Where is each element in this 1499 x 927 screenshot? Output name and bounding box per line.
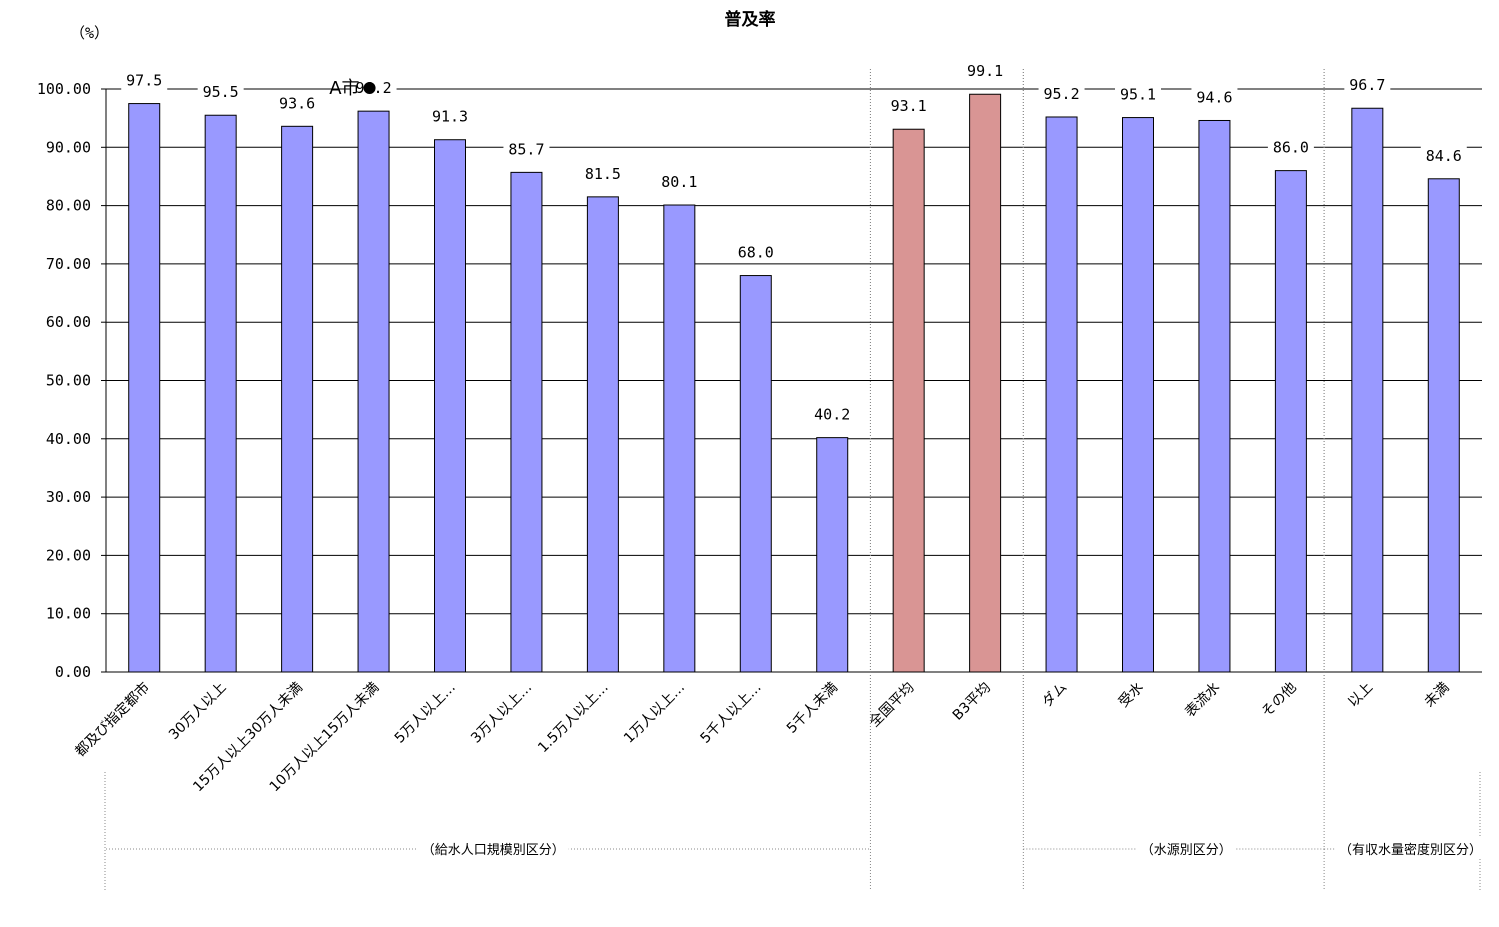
value-label: 40.2: [814, 406, 850, 424]
bar: [204, 114, 237, 673]
x-tick-label: 全国平均: [866, 679, 918, 731]
group-label-bg: [1136, 837, 1236, 859]
x-tick-label: 1.5万人以上…: [535, 680, 612, 757]
group-label: （給水人口規模別区分）: [422, 843, 565, 858]
bar: [128, 103, 161, 673]
bar: [510, 171, 543, 673]
bar: [357, 110, 390, 673]
y-tick-label: 70.00: [46, 255, 91, 273]
x-tick-label: 5千人以上…: [697, 680, 764, 747]
value-label: 95.5: [203, 83, 239, 101]
value-label-bg: [503, 139, 550, 160]
bar: [1122, 117, 1154, 673]
value-label-bg: [121, 70, 168, 91]
bar: [892, 128, 925, 673]
group-label: （水源別区分）: [1141, 843, 1232, 858]
value-label-bg: [1115, 84, 1161, 105]
chart-title: 普及率: [725, 9, 776, 30]
y-tick-label: 30.00: [46, 488, 91, 506]
x-tick-label: 以上: [1345, 680, 1376, 711]
value-label-bg: [579, 163, 626, 184]
x-tick-label: 5千人未満: [784, 680, 841, 737]
value-label: 80.1: [661, 173, 697, 191]
group-label: （有収水量密度別区分）: [1339, 842, 1482, 858]
value-label: 81.5: [585, 165, 621, 183]
x-tick-label: ダム: [1039, 680, 1070, 711]
value-label-bg: [656, 172, 703, 193]
group-labels: （給水人口規模別区分） （水源別区分） （有収水量密度別区分）: [417, 837, 1487, 859]
y-tick-label: 100.00: [37, 80, 91, 98]
bar: [663, 204, 696, 673]
group-label-bg: [417, 837, 569, 859]
value-label: 99.1: [967, 62, 1003, 80]
value-label: 84.6: [1426, 147, 1462, 165]
x-tick-label: B3平均: [950, 680, 994, 724]
y-tick-label: 80.00: [46, 197, 91, 215]
y-tick-label: 50.00: [46, 372, 91, 390]
x-tick-label: その他: [1259, 680, 1300, 721]
value-label-bg: [427, 106, 473, 127]
x-tick-label: 3万人以上…: [468, 680, 535, 747]
value-label-bg: [1267, 137, 1314, 158]
bar: [281, 125, 314, 673]
bar: [816, 437, 849, 673]
bar: [1351, 107, 1384, 673]
value-label-bg: [1420, 145, 1467, 166]
y-tick-label: 10.00: [46, 605, 91, 623]
bar: [1045, 116, 1078, 673]
value-label: 94.6: [1196, 88, 1232, 106]
value-label: 93.1: [891, 97, 927, 115]
x-tick-label: 1万人以上…: [621, 680, 688, 747]
value-label: 97.5: [126, 72, 162, 90]
value-label-bg: [885, 96, 932, 117]
bar: [969, 93, 1002, 673]
gridlines: [105, 88, 1482, 673]
y-tick-label: 90.00: [46, 138, 91, 156]
value-label: 86.0: [1273, 139, 1309, 157]
x-tick-label: 30万人以上: [166, 680, 230, 744]
value-label: 96.7: [1349, 76, 1385, 94]
x-tick-label: 都及び指定都市: [72, 679, 153, 760]
bar: [434, 139, 466, 673]
bar: [586, 196, 619, 673]
y-tick-label: 60.00: [46, 313, 91, 331]
bar: [1274, 170, 1307, 673]
y-tick-label: 0.00: [55, 663, 91, 681]
value-label: 95.1: [1120, 86, 1156, 104]
bar: [1198, 119, 1231, 673]
annotation: A市: [329, 78, 376, 99]
y-axis-ticks: 0.00 10.00 20.00 30.00 40.00 50.00 60.00 70.00 8…: [37, 80, 106, 681]
value-label: 85.7: [508, 140, 544, 158]
value-label-bg: [1191, 87, 1238, 108]
x-tick-label: 5万人以上…: [392, 680, 459, 747]
value-label: 68.0: [738, 244, 774, 262]
value-label-bg: [1344, 75, 1391, 96]
bars: [128, 93, 1460, 673]
value-label-bg: [732, 242, 779, 263]
value-label-bg: [1038, 83, 1085, 104]
annotation-label: A市: [329, 78, 359, 99]
value-label-bg: [197, 82, 244, 103]
group-label-bg: [1335, 837, 1487, 859]
bar: [739, 275, 772, 673]
value-label-bg: [809, 404, 856, 425]
value-label: 91.3: [432, 108, 468, 126]
value-label: 95.2: [1043, 85, 1079, 103]
y-tick-label: 20.00: [46, 546, 91, 564]
x-tick-label: 表流水: [1182, 680, 1223, 721]
value-label-bg: [274, 93, 321, 114]
y-tick-label: 40.00: [46, 430, 91, 448]
value-labels: 97.595.593.696.291.385.781.580.168.040.2…: [121, 61, 1467, 425]
x-tick-label: 受水: [1116, 680, 1147, 711]
y-axis-unit: （%）: [70, 24, 109, 42]
value-label-bg: [962, 61, 1009, 82]
value-label: 93.6: [279, 94, 315, 112]
annotation-dot: [363, 82, 376, 94]
x-tick-label: 未満: [1421, 680, 1452, 711]
bar: [1427, 178, 1460, 673]
